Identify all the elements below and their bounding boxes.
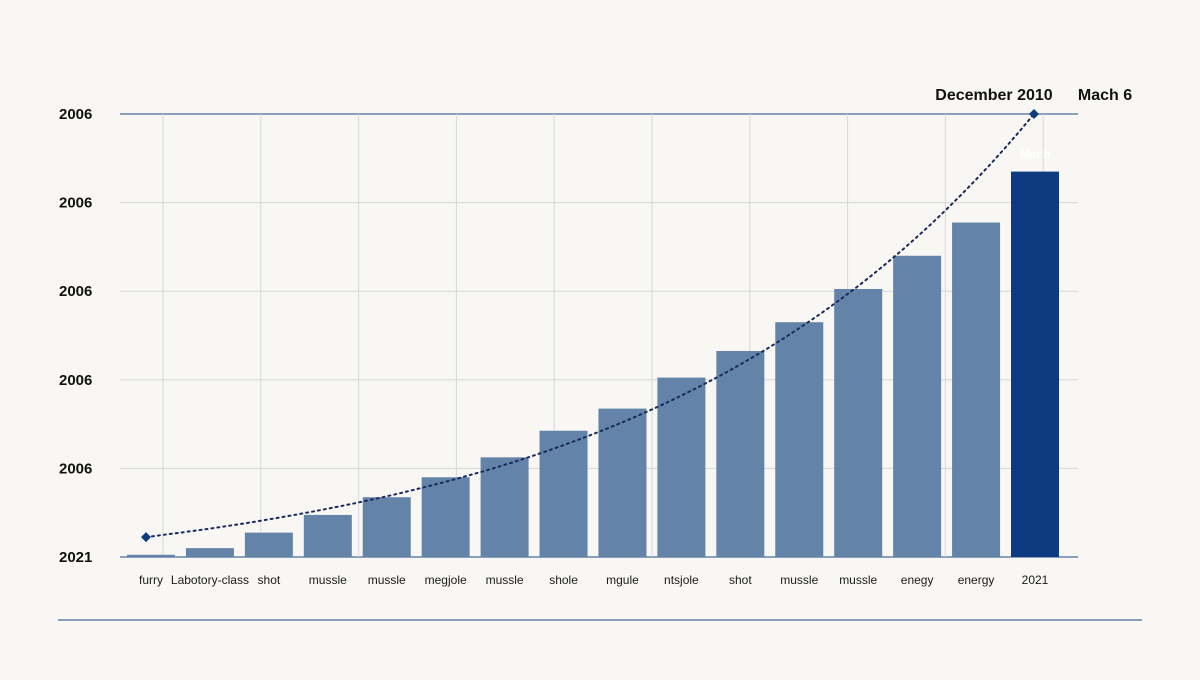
annotation-mach-6: Mach 6 <box>1078 87 1132 104</box>
bar <box>480 457 529 557</box>
x-tick-label: shole <box>549 573 578 587</box>
bar <box>539 430 588 557</box>
annotation-december-2010: December 2010 <box>935 87 1053 104</box>
trend-layer <box>141 109 1039 543</box>
trend-line <box>145 113 1035 539</box>
bar <box>893 255 942 557</box>
y-tick-label: 2006 <box>59 372 92 389</box>
bar-highlight <box>1011 171 1059 557</box>
bar <box>421 477 470 557</box>
x-tick-label: mussle <box>780 573 818 587</box>
bar <box>127 554 175 557</box>
y-tick-label: 2006 <box>59 195 92 212</box>
trend-start-marker <box>141 532 151 543</box>
x-tick-label: shot <box>258 573 281 587</box>
y-tick-label: 2021 <box>59 549 92 566</box>
x-tick-label: ntsjole <box>664 573 699 587</box>
x-tick-label: enegy <box>901 573 934 587</box>
labels-layer: 2021 2006 2006 2006 2006 2006 furry Labotory-cl… <box>59 106 1049 587</box>
bar <box>775 322 824 557</box>
trend-end-marker <box>1029 109 1039 119</box>
x-tick-label: mussle <box>309 573 347 587</box>
highlight-bar-label: Mach <box>1020 147 1051 161</box>
x-tick-label: mussle <box>368 573 406 587</box>
y-tick-label: 2006 <box>59 283 92 300</box>
bars-layer <box>127 171 1059 557</box>
bar <box>303 514 352 557</box>
bar <box>952 222 1001 557</box>
x-tick-label: mussle <box>839 573 877 587</box>
x-tick-label: Labotory-class <box>171 573 249 587</box>
bar <box>185 548 234 557</box>
x-tick-label: energy <box>958 573 995 587</box>
bar <box>598 408 647 557</box>
x-tick-label: shot <box>729 573 752 587</box>
x-tick-label: 2021 <box>1022 573 1049 587</box>
bar <box>716 351 765 557</box>
x-tick-label: megjole <box>425 573 467 587</box>
bar <box>657 377 706 557</box>
bar <box>244 532 293 557</box>
bar <box>834 288 883 557</box>
x-tick-label: mussle <box>486 573 524 587</box>
x-tick-label: mgule <box>606 573 639 587</box>
y-tick-label: 2006 <box>59 106 92 123</box>
x-tick-label: furry <box>139 573 163 587</box>
bar <box>362 497 411 557</box>
y-tick-label: 2006 <box>59 460 92 477</box>
